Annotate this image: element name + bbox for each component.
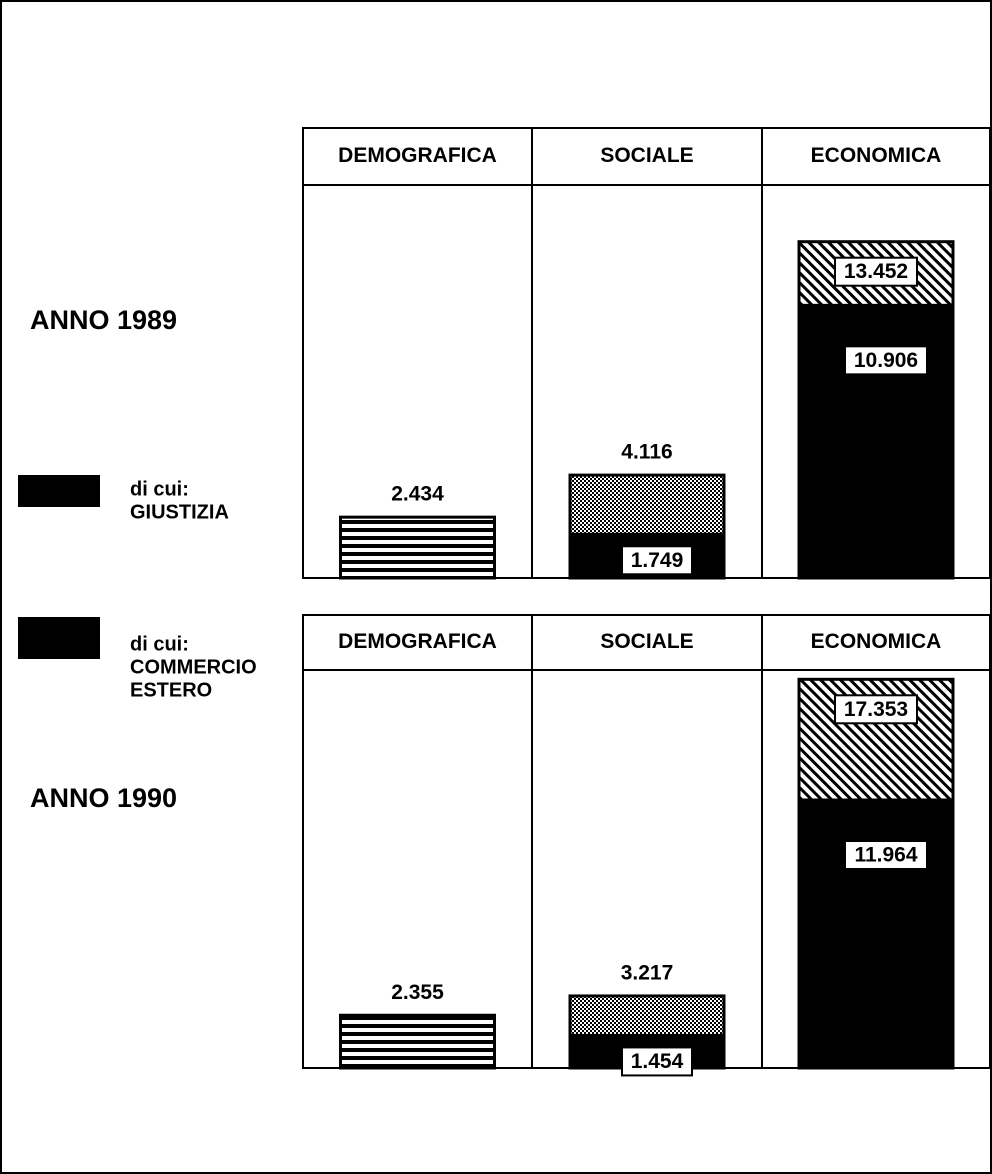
value-label: 2.355 xyxy=(391,981,444,1004)
value-label-box xyxy=(621,1046,693,1077)
category-header: DEMOGRAFICA xyxy=(338,144,497,167)
value-label: 11.964 xyxy=(854,844,917,867)
value-label-box xyxy=(844,840,928,871)
value-label: 10.906 xyxy=(854,349,918,372)
bar xyxy=(339,515,496,580)
value-label: 1.454 xyxy=(631,1050,684,1073)
legend-label: ESTERO xyxy=(130,679,212,701)
legend-label: di cui: xyxy=(130,478,189,500)
value-label: 2.434 xyxy=(391,483,444,506)
category-header: SOCIALE xyxy=(600,144,693,167)
value-label: 13.452 xyxy=(844,260,908,283)
legend-label: di cui: xyxy=(130,633,189,655)
panel-title: ANNO 1990 xyxy=(30,783,177,813)
value-label: 1.749 xyxy=(631,549,684,572)
panel-title: ANNO 1989 xyxy=(30,305,177,335)
value-label-box xyxy=(834,256,918,287)
category-header: ECONOMICA xyxy=(811,144,942,167)
category-header: DEMOGRAFICA xyxy=(338,630,497,653)
legend-swatch xyxy=(18,475,100,507)
value-label: 17.353 xyxy=(844,698,908,721)
legend-label: COMMERCIO xyxy=(130,656,257,678)
legend-label: GIUSTIZIA xyxy=(130,501,229,523)
bar xyxy=(339,1013,496,1070)
value-label: 3.217 xyxy=(621,961,674,984)
category-header: SOCIALE xyxy=(600,630,693,653)
category-header: ECONOMICA xyxy=(811,630,942,653)
legend-swatch xyxy=(18,617,100,659)
value-label-box xyxy=(834,694,918,725)
value-label-box xyxy=(621,545,693,576)
value-label: 4.116 xyxy=(621,441,672,464)
value-label-box xyxy=(844,345,928,376)
